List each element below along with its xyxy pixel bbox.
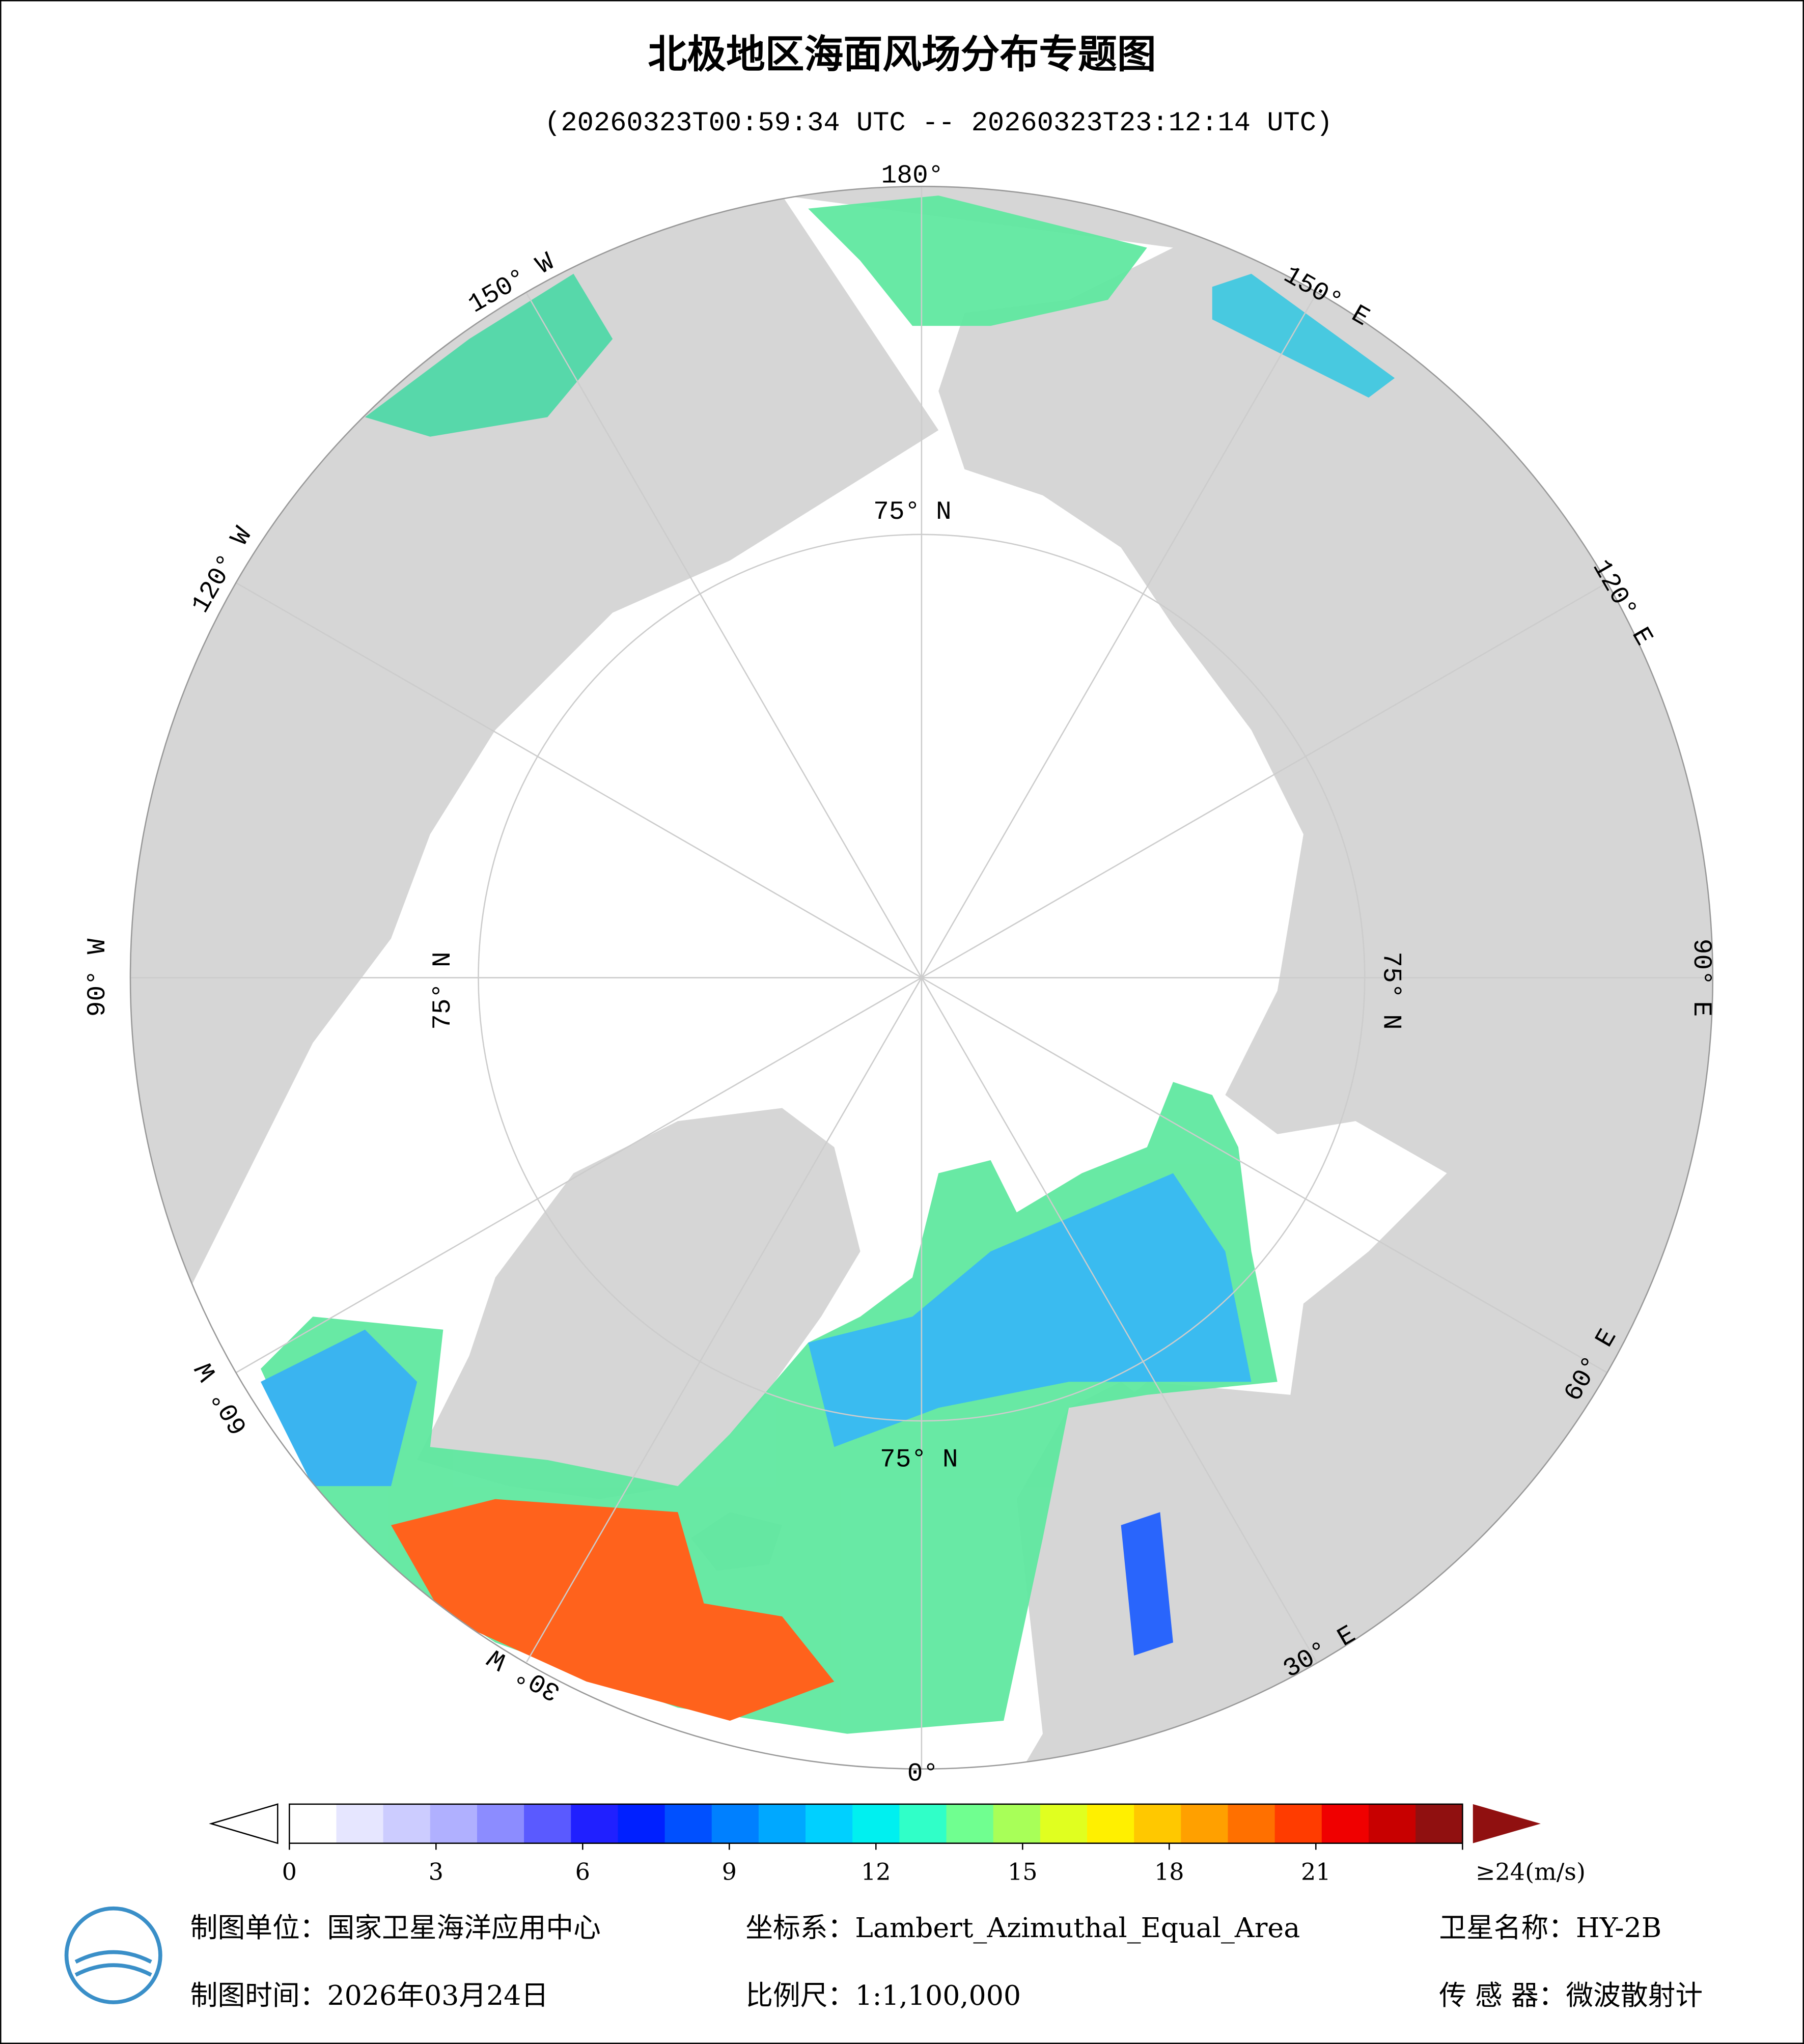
colorbar-step	[1416, 1804, 1463, 1843]
colorbar-tick-label: 15	[1008, 1858, 1038, 1885]
footer-scale: 比例尺：1:1,100,000	[745, 1979, 1021, 2011]
colorbar-tick-label: 0	[282, 1858, 297, 1885]
colorbar-step	[852, 1804, 900, 1843]
colorbar-under	[209, 1803, 279, 1844]
colorbar-tick-label: 12	[861, 1858, 891, 1885]
colorbar-tick-label: 21	[1301, 1858, 1331, 1885]
colorbar-step	[758, 1804, 807, 1843]
colorbar-step	[524, 1804, 572, 1843]
logo-waves	[74, 1950, 152, 1977]
colorbar-step	[1274, 1804, 1323, 1843]
lat-label: 75° N	[873, 497, 952, 527]
footer: 制图单位：国家卫星海洋应用中心 坐标系：Lambert_Azimuthal_Eq…	[64, 1906, 1703, 2011]
colorbar-tick-label: 6	[575, 1858, 590, 1885]
colorbar-over	[1473, 1804, 1541, 1843]
colorbar-step	[806, 1804, 853, 1843]
colorbar-step	[430, 1804, 478, 1843]
colorbar-step	[711, 1804, 760, 1843]
colorbar-step	[289, 1804, 337, 1843]
colorbar-step	[1040, 1804, 1088, 1843]
footer-sensor: 传 感 器：微波散射计	[1439, 1979, 1703, 2011]
colorbar-step	[571, 1804, 619, 1843]
title: 北极地区海面风场分布专题图	[648, 32, 1156, 77]
subtitle: (20260323T00:59:34 UTC -- 20260323T23:12…	[544, 108, 1333, 139]
colorbar-step	[1228, 1804, 1275, 1843]
lon-label: 0°	[907, 1759, 938, 1789]
footer-date: 制图时间：2026年03月24日	[190, 1979, 549, 2011]
graticule	[130, 186, 1713, 1769]
colorbar-step	[336, 1804, 384, 1843]
lon-label: 90° E	[1686, 939, 1716, 1017]
footer-crs: 坐标系：Lambert_Azimuthal_Equal_Area	[745, 1912, 1300, 1944]
colorbar-step	[1368, 1804, 1417, 1843]
footer-unit: 制图单位：国家卫星海洋应用中心	[190, 1912, 601, 1944]
map: 180° 150° E 120° E 90° E 60° E 30° E 0° …	[83, 161, 1716, 1789]
colorbar-step	[1134, 1804, 1182, 1843]
colorbar-tick-label: ≥24(m/s)	[1476, 1858, 1586, 1885]
lon-label: 180°	[881, 161, 944, 190]
colorbar-step	[618, 1804, 665, 1843]
colorbar-step	[383, 1804, 431, 1843]
colorbar-step	[1181, 1804, 1229, 1843]
colorbar-step	[946, 1804, 994, 1843]
footer-satellite: 卫星名称：HY-2B	[1439, 1912, 1661, 1944]
colorbar-step	[1321, 1804, 1370, 1843]
logo	[64, 1906, 162, 2004]
colorbar: 0 3 6 9 12 15 18 21 ≥24(m/s)	[209, 1803, 1586, 1885]
colorbar-step	[1087, 1804, 1135, 1843]
lat-label: 75° N	[1376, 951, 1406, 1030]
lat-label: 75° N	[428, 951, 458, 1030]
colorbar-step	[993, 1804, 1041, 1843]
wind-field	[260, 195, 1395, 1734]
colorbar-step	[477, 1804, 525, 1843]
colorbar-tick-label: 9	[722, 1858, 737, 1885]
colorbar-tick-label: 3	[429, 1858, 443, 1885]
colorbar-step	[664, 1804, 713, 1843]
lon-label: 90° W	[83, 938, 113, 1017]
colorbar-tick-label: 18	[1154, 1858, 1184, 1885]
map-border	[129, 185, 1714, 1770]
lat-label: 75° N	[880, 1445, 958, 1475]
colorbar-step	[899, 1804, 947, 1843]
